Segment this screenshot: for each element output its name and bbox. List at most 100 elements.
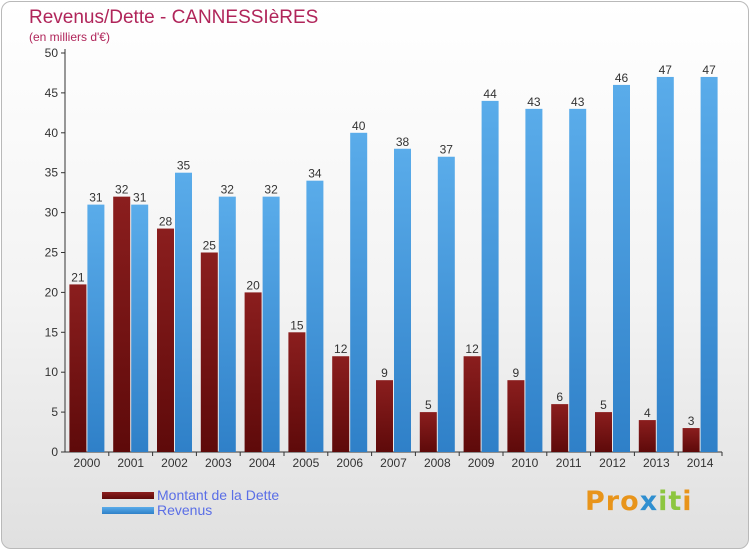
debt-value-label: 20 [246, 278, 260, 292]
debt-bar [113, 196, 131, 452]
chart-subtitle: (en milliers d'€) [29, 30, 110, 44]
debt-bar [288, 332, 306, 452]
debt-value-label: 12 [334, 342, 348, 356]
legend-swatch-revenue [102, 507, 154, 514]
debt-bar [69, 284, 87, 452]
debt-bar [682, 428, 700, 452]
revenue-value-label: 38 [396, 135, 410, 149]
revenue-bar [656, 76, 674, 452]
logo-letter: P [585, 486, 606, 517]
debt-value-label: 28 [159, 215, 173, 229]
revenue-value-label: 44 [483, 87, 497, 101]
legend-label-revenue: Revenus [157, 502, 213, 518]
debt-bar [157, 228, 174, 452]
x-tick-label: 2005 [293, 456, 320, 470]
debt-value-label: 25 [203, 239, 217, 253]
revenue-value-label: 47 [659, 63, 673, 77]
debt-value-label: 9 [513, 366, 520, 380]
debt-bar [332, 356, 350, 452]
revenue-value-label: 35 [177, 159, 191, 173]
revenue-bar [481, 100, 499, 452]
debt-bar [244, 292, 262, 452]
revenue-value-label: 40 [352, 119, 366, 133]
x-tick-label: 2011 [556, 456, 582, 470]
y-tick-label: 15 [45, 325, 59, 339]
debt-value-label: 6 [556, 390, 563, 404]
debt-value-label: 9 [381, 366, 388, 380]
legend-label-debt: Montant de la Dette [157, 487, 280, 503]
debt-bar [376, 380, 393, 452]
y-tick-label: 10 [45, 365, 59, 379]
revenue-value-label: 32 [264, 183, 278, 197]
revenue-value-label: 43 [571, 95, 585, 109]
revenue-bar [613, 84, 630, 453]
revenue-value-label: 43 [527, 95, 541, 109]
revenue-bar [306, 180, 324, 452]
legend-swatch-debt [102, 492, 154, 499]
revenue-bar [262, 196, 280, 452]
x-tick-label: 2002 [161, 456, 188, 470]
debt-bar [595, 412, 612, 452]
debt-bar [463, 356, 481, 452]
revenue-value-label: 46 [615, 71, 629, 85]
revenue-value-label: 32 [221, 183, 235, 197]
logo-letter: x [639, 486, 659, 517]
debt-value-label: 12 [465, 342, 479, 356]
debt-value-label: 4 [644, 406, 651, 420]
debt-value-label: 5 [600, 398, 607, 412]
revenue-bar [700, 76, 718, 452]
logo-letter: i [658, 486, 669, 517]
x-tick-label: 2010 [512, 456, 539, 470]
debt-bar [551, 404, 569, 452]
logo-letter: t [668, 486, 683, 517]
x-tick-label: 2007 [380, 456, 407, 470]
revenue-value-label: 34 [308, 167, 322, 181]
x-tick-label: 2013 [643, 456, 670, 470]
logo-letter: o [620, 486, 640, 517]
proxiti-logo: Proxiti [585, 486, 693, 517]
revenue-bar [87, 204, 105, 452]
chart-title: Revenus/Dette - CANNESSIèRES [29, 7, 319, 28]
debt-value-label: 21 [71, 270, 85, 284]
y-tick-label: 5 [51, 405, 58, 419]
debt-bar [638, 420, 656, 452]
x-tick-label: 2014 [687, 456, 714, 470]
revenue-value-label: 31 [89, 191, 103, 205]
revenue-bar [569, 108, 587, 453]
revenue-value-label: 31 [133, 191, 147, 205]
y-tick-label: 50 [45, 46, 59, 60]
revenue-bar [350, 132, 368, 453]
debt-bar [507, 380, 525, 452]
x-tick-label: 2004 [249, 456, 276, 470]
x-tick-label: 2012 [599, 456, 626, 470]
y-tick-label: 0 [51, 445, 58, 459]
x-tick-label: 2003 [205, 456, 232, 470]
debt-bar [419, 412, 437, 452]
x-tick-label: 2001 [117, 456, 144, 470]
logo-letter: r [605, 486, 621, 517]
revenue-value-label: 37 [440, 143, 454, 157]
revenue-bar [394, 148, 411, 452]
y-tick-label: 35 [45, 166, 59, 180]
debt-value-label: 32 [115, 183, 129, 197]
revenue-bar [437, 156, 455, 453]
y-tick-label: 20 [45, 285, 59, 299]
x-tick-label: 2009 [468, 456, 495, 470]
debt-bar [200, 252, 218, 452]
revenue-bar [131, 204, 149, 452]
y-tick-label: 30 [45, 206, 59, 220]
revenue-bar [218, 196, 236, 452]
x-tick-label: 2006 [336, 456, 363, 470]
debt-value-label: 3 [688, 414, 695, 428]
y-tick-label: 40 [45, 126, 59, 140]
x-tick-label: 2008 [424, 456, 451, 470]
revenue-bar [525, 108, 543, 453]
x-tick-label: 2000 [74, 456, 101, 470]
revenue-bar [175, 172, 192, 452]
logo-letter: i [682, 486, 693, 517]
debt-value-label: 15 [290, 318, 304, 332]
y-tick-label: 25 [45, 246, 59, 260]
y-tick-label: 45 [45, 86, 59, 100]
